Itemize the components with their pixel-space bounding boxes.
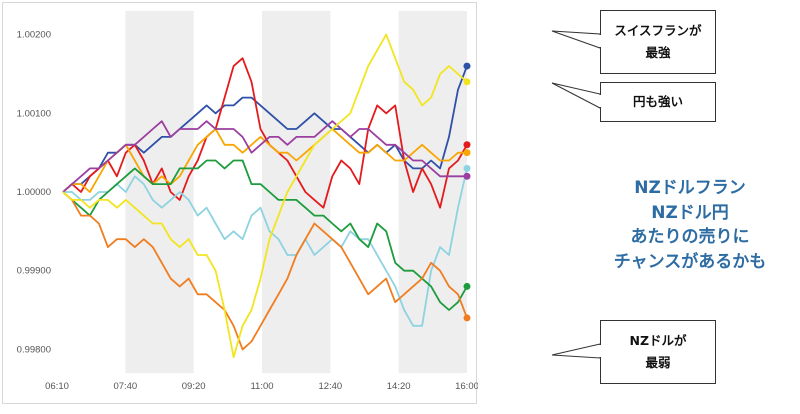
pointer-chf <box>551 30 601 49</box>
x-tick-label: 16:00 <box>455 381 478 392</box>
callout-jpy-line1: 円も強い <box>632 94 683 109</box>
y-tick-label: 0.99900 <box>17 266 51 277</box>
analysis-line4: チャンスがあるかも <box>613 251 767 272</box>
end-dot-chf <box>463 62 471 70</box>
end-dot-gbp <box>463 172 471 180</box>
analysis-line1: NZドルフラン <box>634 178 746 198</box>
callout-nzd-line2: 最弱 <box>645 355 671 370</box>
end-dot-jpy <box>463 141 471 149</box>
line-chart: 1.00200 1.00100 1.00000 0.99900 0.99800 06:1… <box>17 11 478 392</box>
callout-jpy-strong: 円も強い <box>600 82 716 122</box>
callout-nzd-line1: NZドルが <box>629 333 687 348</box>
pointer-jpy <box>551 82 601 109</box>
y-tick-label: 1.00200 <box>17 30 51 41</box>
series-line-nzd <box>62 33 468 359</box>
x-tick-label: 07:40 <box>113 381 137 392</box>
callout-chf-line1: スイスフランが <box>614 23 702 38</box>
end-dot-eur <box>463 314 471 322</box>
x-tick-label: 09:20 <box>182 381 206 392</box>
end-dot-usd <box>463 164 471 172</box>
y-tick-label: 1.00000 <box>17 187 51 198</box>
series-line-cad <box>62 159 468 311</box>
callout-chf-line2: 最強 <box>645 45 671 60</box>
x-tick-label: 11:00 <box>250 381 273 392</box>
analysis-note: NZドルフラン NZドル円 あたりの売りに チャンスがあるかも <box>585 176 795 274</box>
time-band <box>262 11 331 373</box>
end-dot-aud <box>463 149 471 157</box>
series-line-eur <box>62 191 468 351</box>
x-tick-label: 06:10 <box>45 381 69 392</box>
y-tick-label: 0.99800 <box>17 344 51 355</box>
x-tick-label: 12:40 <box>318 381 342 392</box>
callout-chf-strongest: スイスフランが 最強 <box>600 10 716 74</box>
y-tick-label: 1.00100 <box>17 108 51 119</box>
end-dot-nzd <box>463 78 471 86</box>
x-tick-label: 14:20 <box>387 381 411 392</box>
pointer-nzd <box>551 343 601 359</box>
chart-frame: 1.00200 1.00100 1.00000 0.99900 0.99800 06:1… <box>2 2 478 404</box>
callout-nzd-weakest: NZドルが 最弱 <box>600 320 716 384</box>
analysis-line3: あたりの売りに <box>630 227 750 247</box>
series-line-gbp <box>62 120 467 193</box>
end-dot-cad <box>463 282 471 290</box>
analysis-line2: NZドル円 <box>651 202 729 223</box>
series-line-jpy <box>62 57 468 209</box>
